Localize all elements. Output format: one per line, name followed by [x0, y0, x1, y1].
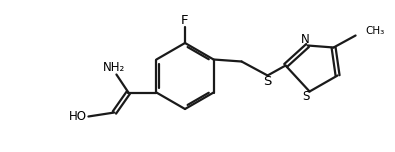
Text: N: N [301, 33, 310, 46]
Text: HO: HO [68, 110, 87, 123]
Text: S: S [263, 75, 272, 88]
Text: NH₂: NH₂ [103, 61, 126, 74]
Text: CH₃: CH₃ [366, 26, 385, 36]
Text: S: S [302, 90, 309, 103]
Text: F: F [181, 14, 189, 28]
